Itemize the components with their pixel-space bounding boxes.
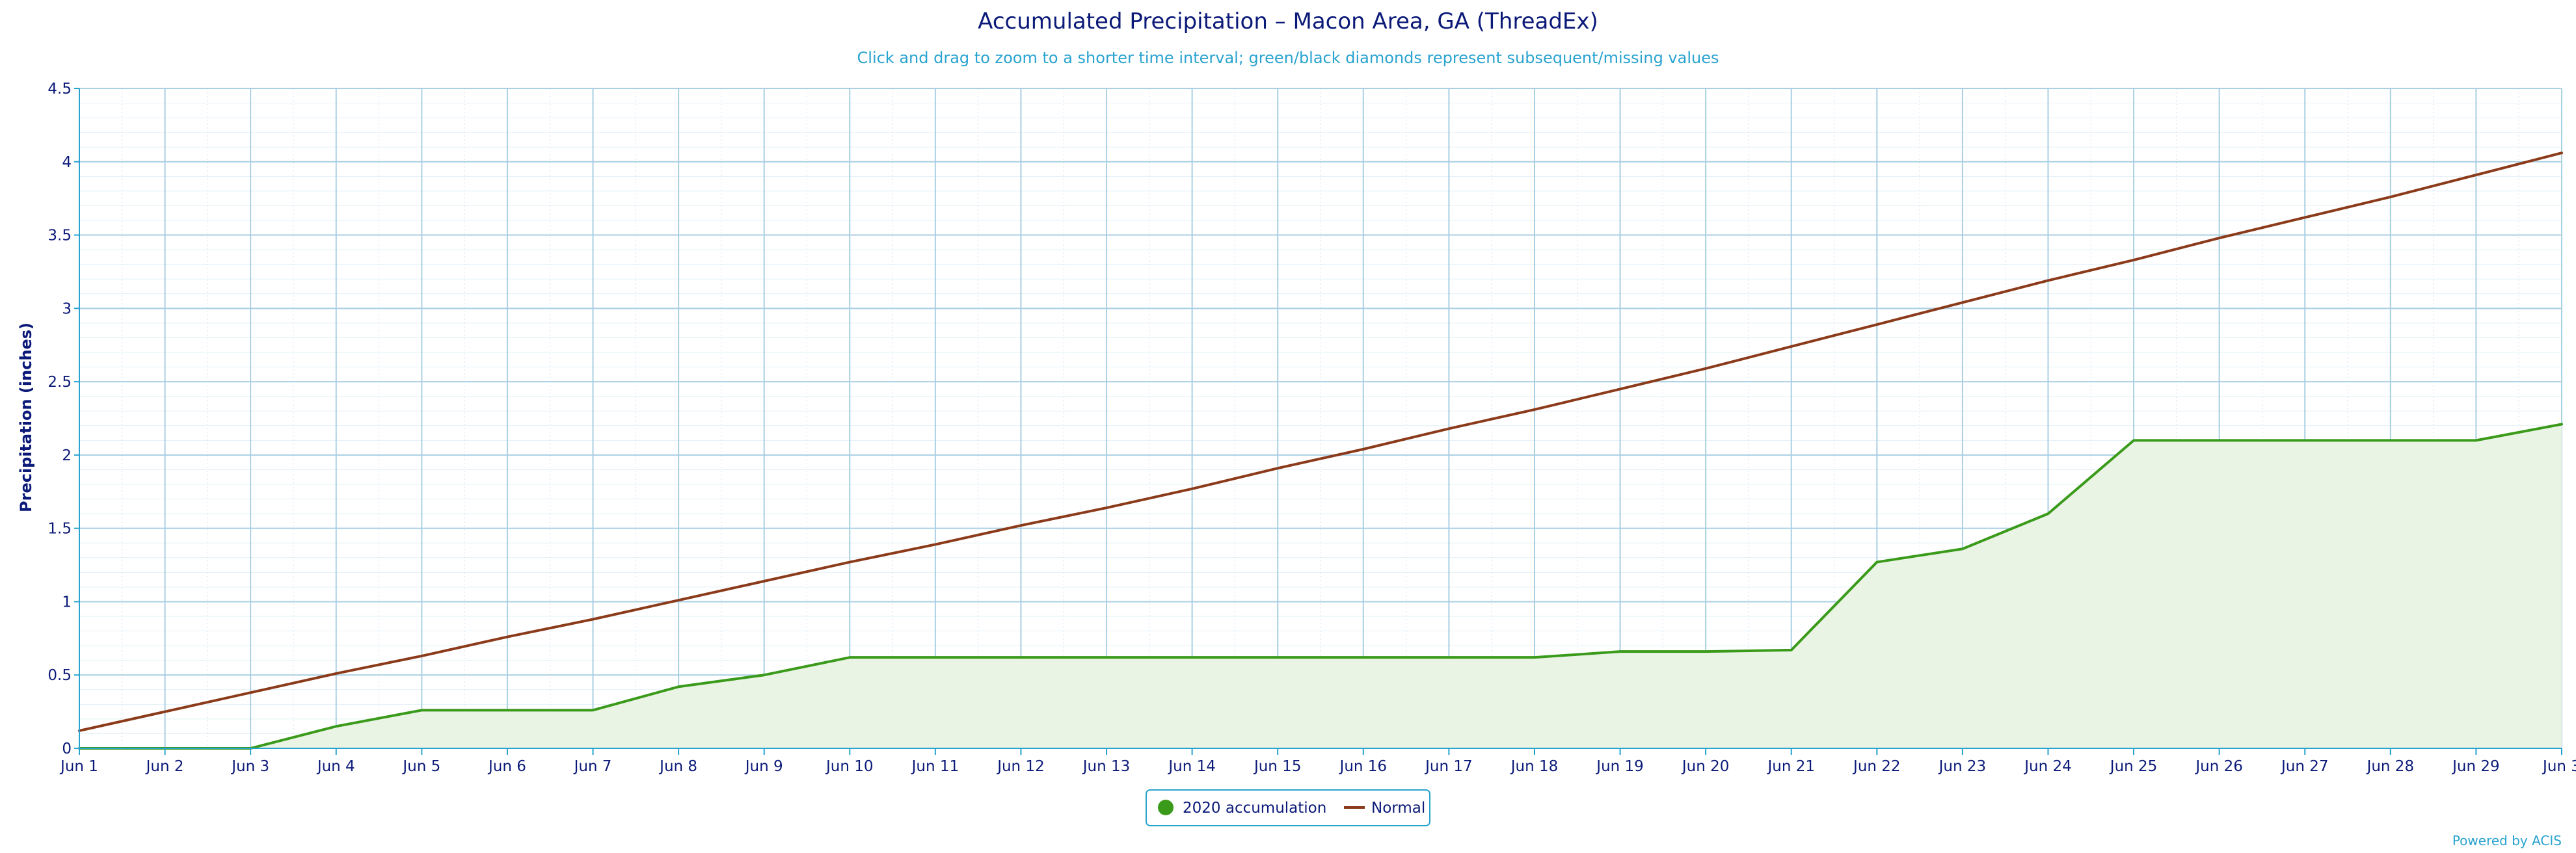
x-tick-label: Jun 1 [59,758,98,775]
x-tick-label: Jun 15 [1253,758,1302,775]
legend-symbol-2020-accumulation [1158,800,1174,815]
chart-subtitle: Click and drag to zoom to a shorter time… [857,49,1719,67]
axes [79,88,2562,749]
x-tick-label: Jun 13 [1082,758,1131,775]
x-tick-label: Jun 11 [911,758,959,775]
x-tick-label: Jun 21 [1766,758,1815,775]
y-axis-ticks: 0 0.5 1 1.5 2 2.5 3 3.5 4 4.5 [47,81,79,757]
y-tick-label: 4 [62,154,72,171]
x-tick-label: Jun 18 [1510,758,1559,775]
chart-title: Accumulated Precipitation – Macon Area, … [978,8,1598,34]
x-tick-label: Jun 23 [1938,758,1987,775]
legend-item-normal[interactable]: Normal [1344,800,1425,817]
y-tick-label: 3.5 [47,228,72,244]
x-tick-label: Jun 4 [316,758,355,775]
x-tick-label: Jun 7 [573,758,612,775]
y-tick-label: 0 [62,741,72,757]
x-tick-label: Jun 5 [401,758,440,775]
x-tick-label: Jun 20 [1681,758,1730,775]
x-tick-label: Jun 12 [996,758,1045,775]
series-area-0 [79,424,2562,748]
x-tick-label: Jun 10 [825,758,874,775]
y-tick-label: 2 [62,447,72,464]
x-tick-label: Jun 22 [1852,758,1901,775]
legend-label-normal: Normal [1371,800,1425,817]
area-layer [79,424,2562,748]
y-tick-label: 1 [62,594,72,610]
series-lines [78,151,2563,750]
x-tick-label: Jun 14 [1167,758,1216,775]
x-tick-label: Jun 28 [2366,758,2415,775]
y-tick-label: 2.5 [47,374,72,391]
x-tick-label: Jun 25 [2109,758,2158,775]
x-tick-label: Jun 3 [230,758,269,775]
x-tick-label: Jun 8 [658,758,697,775]
y-tick-label: 0.5 [47,667,72,684]
x-tick-label: Jun 19 [1595,758,1644,775]
legend-item-2020-accumulation[interactable]: 2020 accumulation [1158,800,1326,817]
x-tick-label: Jun 17 [1424,758,1473,775]
credits-link[interactable]: Powered by ACIS [2452,833,2562,848]
x-tick-label: Jun 27 [2280,758,2329,775]
x-tick-label: Jun 24 [2023,758,2072,775]
series-line-0[interactable] [78,423,2563,750]
x-tick-label: Jun 9 [744,758,783,775]
x-tick-label: Jun 16 [1339,758,1388,775]
legend[interactable]: 2020 accumulation Normal [1146,789,1430,826]
x-tick-label: Jun 26 [2194,758,2243,775]
x-tick-label: Jun 29 [2451,758,2500,775]
x-tick-label: Jun 2 [145,758,184,775]
y-tick-label: 4.5 [47,81,72,98]
x-tick-label: Jun 3 [2542,758,2576,775]
y-tick-label: 1.5 [47,521,72,538]
y-tick-label: 3 [62,300,72,317]
series-line-1[interactable] [78,151,2563,732]
y-axis-title: Precipitation (inches) [17,322,35,512]
legend-box [1146,789,1430,826]
x-axis-ticks: Jun 1 Jun 2 Jun 3 Jun 4 Jun 5 Jun 6 Jun 7 Jun 8… [59,748,2576,775]
x-tick-label: Jun 6 [487,758,526,775]
legend-label-2020-accumulation: 2020 accumulation [1183,800,1326,817]
